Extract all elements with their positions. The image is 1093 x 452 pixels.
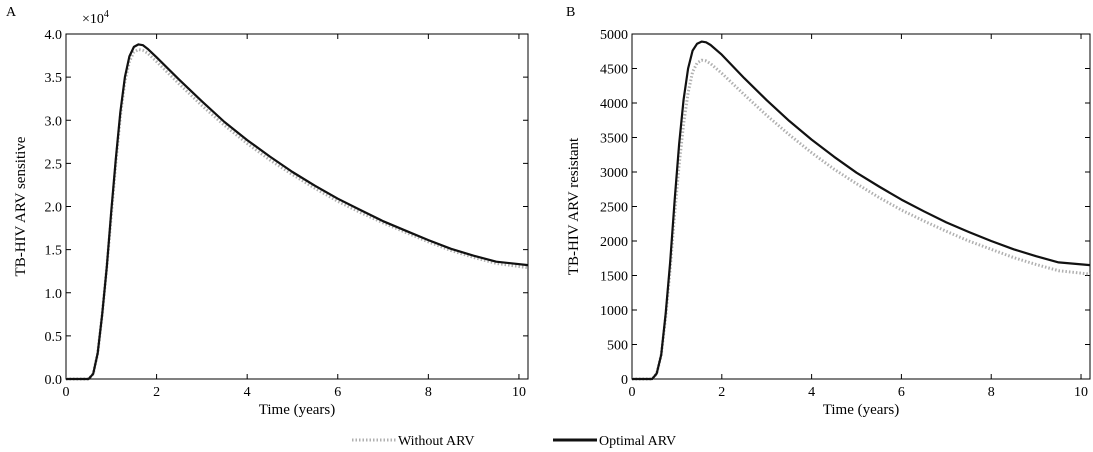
series-line-optimal-arv bbox=[632, 40, 1091, 381]
y-tick-label: 5000 bbox=[600, 28, 628, 43]
x-tick-label: 2 bbox=[153, 385, 160, 400]
x-tick-label: 6 bbox=[334, 385, 341, 400]
panel-b: B 0 2 4 6 8 10 0 500 1000 1500 2000 2500 3000 3500 4000… bbox=[566, 5, 1091, 418]
plot-area-frame bbox=[631, 33, 1091, 380]
series-line-optimal-arv bbox=[66, 43, 529, 381]
y-tick-label: 3.5 bbox=[45, 71, 63, 86]
x-tick-label: 0 bbox=[629, 385, 636, 400]
legend: Without ARV Optimal ARV bbox=[352, 434, 676, 449]
x-tick-label: 2 bbox=[718, 385, 725, 400]
y-tick-label: 4.0 bbox=[45, 28, 63, 43]
y-tick-label: 2500 bbox=[600, 201, 628, 216]
y-tick-label: 3.0 bbox=[45, 114, 63, 129]
x-axis-label: Time (years) bbox=[259, 402, 336, 418]
y-tick-label: 2000 bbox=[600, 235, 628, 250]
legend-label: Optimal ARV bbox=[599, 434, 676, 449]
plot-area-frame bbox=[65, 33, 529, 380]
panel-a: A ×104 0 2 4 6 8 10 0.0 0.5 1.0 1.5 2.0 2.5 3.0 3.5 4.0 T… bbox=[6, 5, 529, 418]
y-tick-label: 3500 bbox=[600, 132, 628, 147]
y-exponent-label: ×104 bbox=[82, 9, 109, 27]
y-tick-label: 1500 bbox=[600, 270, 628, 285]
y-tick-label: 1000 bbox=[600, 304, 628, 319]
y-tick-label: 500 bbox=[607, 339, 628, 354]
series-line-without-arv bbox=[632, 58, 1091, 381]
x-tick-label: 8 bbox=[988, 385, 995, 400]
x-tick-label: 8 bbox=[425, 385, 432, 400]
y-tick-label: 4500 bbox=[600, 63, 628, 78]
x-tick-label: 10 bbox=[512, 385, 526, 400]
y-tick-label: 0 bbox=[621, 373, 628, 388]
y-axis-label: TB-HIV ARV sensitive bbox=[13, 136, 29, 276]
y-tick-label: 2.0 bbox=[45, 201, 63, 216]
series-line-without-arv bbox=[66, 48, 529, 381]
panel-letter: A bbox=[6, 5, 17, 20]
y-tick-label: 0.0 bbox=[45, 373, 63, 388]
y-tick-label: 1.5 bbox=[45, 244, 63, 259]
legend-label: Without ARV bbox=[398, 434, 475, 449]
y-axis-label: TB-HIV ARV resistant bbox=[566, 137, 582, 275]
y-tick-label: 2.5 bbox=[45, 157, 63, 172]
y-tick-label: 1.0 bbox=[45, 287, 63, 302]
x-axis-label: Time (years) bbox=[823, 402, 900, 418]
y-tick-label: 4000 bbox=[600, 97, 628, 112]
y-tick-label: 0.5 bbox=[45, 330, 63, 345]
x-tick-label: 6 bbox=[898, 385, 905, 400]
panel-letter: B bbox=[566, 5, 575, 20]
x-tick-label: 10 bbox=[1074, 385, 1088, 400]
x-tick-label: 0 bbox=[63, 385, 70, 400]
x-tick-label: 4 bbox=[244, 385, 251, 400]
x-tick-label: 4 bbox=[808, 385, 815, 400]
y-tick-label: 3000 bbox=[600, 166, 628, 181]
